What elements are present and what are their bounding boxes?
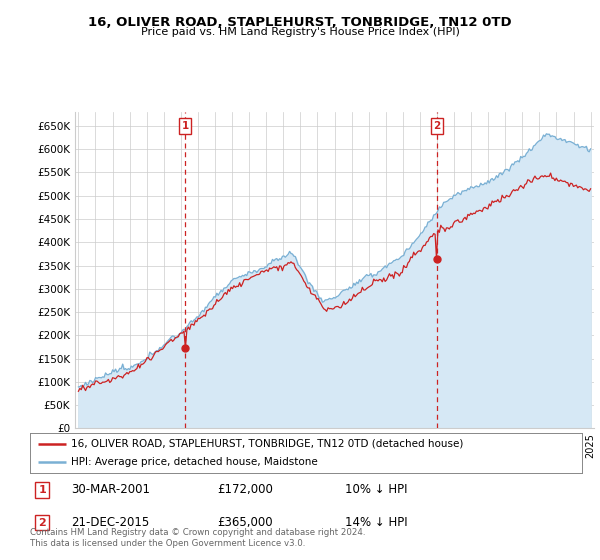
Text: Contains HM Land Registry data © Crown copyright and database right 2024.
This d: Contains HM Land Registry data © Crown c… xyxy=(30,528,365,548)
Text: 14% ↓ HPI: 14% ↓ HPI xyxy=(344,516,407,529)
Text: 1: 1 xyxy=(181,121,189,131)
Text: 16, OLIVER ROAD, STAPLEHURST, TONBRIDGE, TN12 0TD: 16, OLIVER ROAD, STAPLEHURST, TONBRIDGE,… xyxy=(88,16,512,29)
Text: 2: 2 xyxy=(38,517,46,528)
Text: Price paid vs. HM Land Registry's House Price Index (HPI): Price paid vs. HM Land Registry's House … xyxy=(140,27,460,37)
Text: 2: 2 xyxy=(433,121,440,131)
Text: 10% ↓ HPI: 10% ↓ HPI xyxy=(344,483,407,496)
Text: 16, OLIVER ROAD, STAPLEHURST, TONBRIDGE, TN12 0TD (detached house): 16, OLIVER ROAD, STAPLEHURST, TONBRIDGE,… xyxy=(71,439,464,449)
Text: 1: 1 xyxy=(38,485,46,495)
Text: HPI: Average price, detached house, Maidstone: HPI: Average price, detached house, Maid… xyxy=(71,458,318,467)
Text: £365,000: £365,000 xyxy=(218,516,274,529)
Text: £172,000: £172,000 xyxy=(218,483,274,496)
Text: 21-DEC-2015: 21-DEC-2015 xyxy=(71,516,149,529)
Text: 30-MAR-2001: 30-MAR-2001 xyxy=(71,483,151,496)
